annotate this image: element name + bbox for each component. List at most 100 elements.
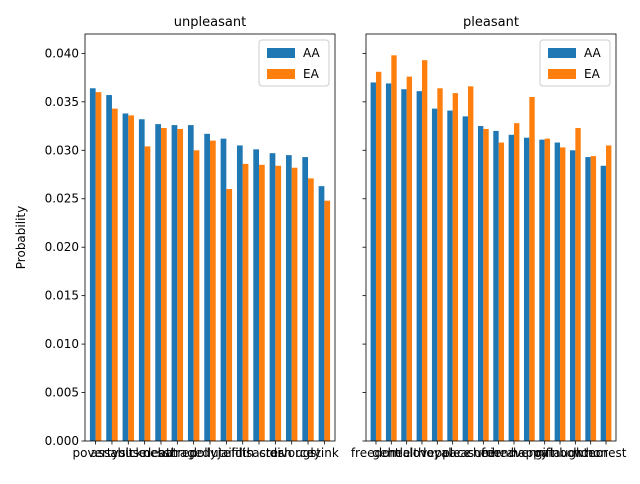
x-tick-label: jail (217, 446, 235, 460)
bar (324, 200, 331, 441)
axes-frame (365, 33, 617, 442)
bar (554, 142, 561, 442)
bar (318, 186, 325, 441)
x-tick-label: cheer (466, 446, 500, 460)
bar (370, 82, 376, 441)
chart-title: unpleasant (174, 15, 246, 30)
bar (477, 126, 484, 442)
chart-title: pleasant (463, 15, 519, 30)
x-tick-label: poverty (73, 446, 119, 460)
bar (155, 124, 161, 441)
y-tick-label: 0.040 (45, 46, 79, 60)
bar (498, 142, 505, 442)
x-tick-label: ugly (295, 446, 321, 460)
bar (483, 128, 489, 441)
x-tick-label: love (409, 446, 434, 460)
bar (508, 134, 515, 441)
bar (204, 133, 210, 442)
bar (406, 76, 413, 441)
bar (416, 91, 422, 441)
bar (138, 119, 145, 442)
bar (160, 127, 167, 441)
bar (220, 138, 227, 441)
bar (177, 128, 184, 441)
x-tick-label: abuse (110, 446, 146, 460)
bar (493, 130, 499, 441)
bar (122, 113, 129, 441)
bar (291, 167, 298, 441)
legend-label: AA (303, 46, 321, 60)
bar (421, 60, 428, 442)
y-tick-label: 0.015 (45, 289, 79, 303)
x-tick-label: disaster (235, 446, 283, 460)
bar (242, 163, 249, 441)
legend-swatch (267, 48, 295, 58)
bar (285, 155, 292, 441)
legend-label: EA (584, 67, 601, 81)
bar (437, 88, 443, 442)
x-tick-label: hatred (158, 446, 197, 460)
x-tick-label: laughter (550, 446, 601, 460)
bar (226, 189, 233, 441)
bar (462, 116, 468, 441)
x-tick-label: honest (586, 446, 627, 460)
x-tick-label: pleasure (442, 446, 494, 460)
x-tick-label: happy (511, 446, 548, 460)
x-tick-label: gift (535, 446, 555, 460)
x-tick-label: filth (231, 446, 254, 460)
bar (585, 157, 591, 442)
y-tick-label: 0.035 (45, 95, 79, 109)
legend-label: EA (303, 67, 320, 81)
x-tick-label: pollute (189, 446, 230, 460)
x-tick-label: crash (259, 446, 292, 460)
y-tick-label: 0.025 (45, 192, 79, 206)
bar (590, 156, 597, 441)
y-tick-label: 0.020 (45, 240, 79, 254)
x-tick-label: freedom (351, 446, 401, 460)
bar (187, 125, 194, 441)
bar (89, 88, 96, 442)
bar (569, 150, 576, 442)
bar (111, 108, 118, 441)
bar (275, 165, 282, 442)
bar (308, 178, 314, 441)
legend-label: AA (584, 46, 602, 60)
bar (210, 140, 216, 441)
legend-swatch (548, 48, 576, 58)
bar (544, 138, 551, 441)
bar (128, 115, 135, 442)
bar (95, 92, 102, 442)
bar (560, 147, 566, 441)
y-tick-label: 0.000 (45, 434, 79, 448)
legend-swatch (548, 69, 576, 79)
x-tick-label: divorce (270, 446, 314, 460)
x-tick-label: honor (573, 446, 608, 460)
bar (431, 108, 438, 441)
y-tick-label: 0.005 (45, 386, 79, 400)
bar (401, 89, 407, 441)
legend-swatch (267, 69, 295, 79)
bar (575, 127, 581, 441)
x-tick-label: heaven (492, 446, 536, 460)
bar (193, 150, 200, 442)
y-axis-label: Probability (14, 206, 28, 269)
bar (467, 86, 474, 441)
x-tick-label: stink (310, 446, 339, 460)
x-tick-label: tragedy (170, 446, 217, 460)
bar (447, 110, 453, 442)
bar (529, 96, 535, 441)
bar (523, 137, 530, 441)
bar (600, 165, 607, 442)
y-tick-label: 0.030 (45, 143, 79, 157)
x-tick-label: assault (91, 446, 134, 460)
x-tick-label: loyal (423, 446, 451, 460)
x-tick-label: sickness (119, 446, 170, 460)
bar (452, 93, 459, 441)
bar (236, 145, 243, 441)
bar (391, 55, 397, 442)
x-tick-label: rainbow (536, 446, 584, 460)
x-tick-label: gentle (372, 446, 410, 460)
x-tick-label: death (144, 446, 179, 460)
